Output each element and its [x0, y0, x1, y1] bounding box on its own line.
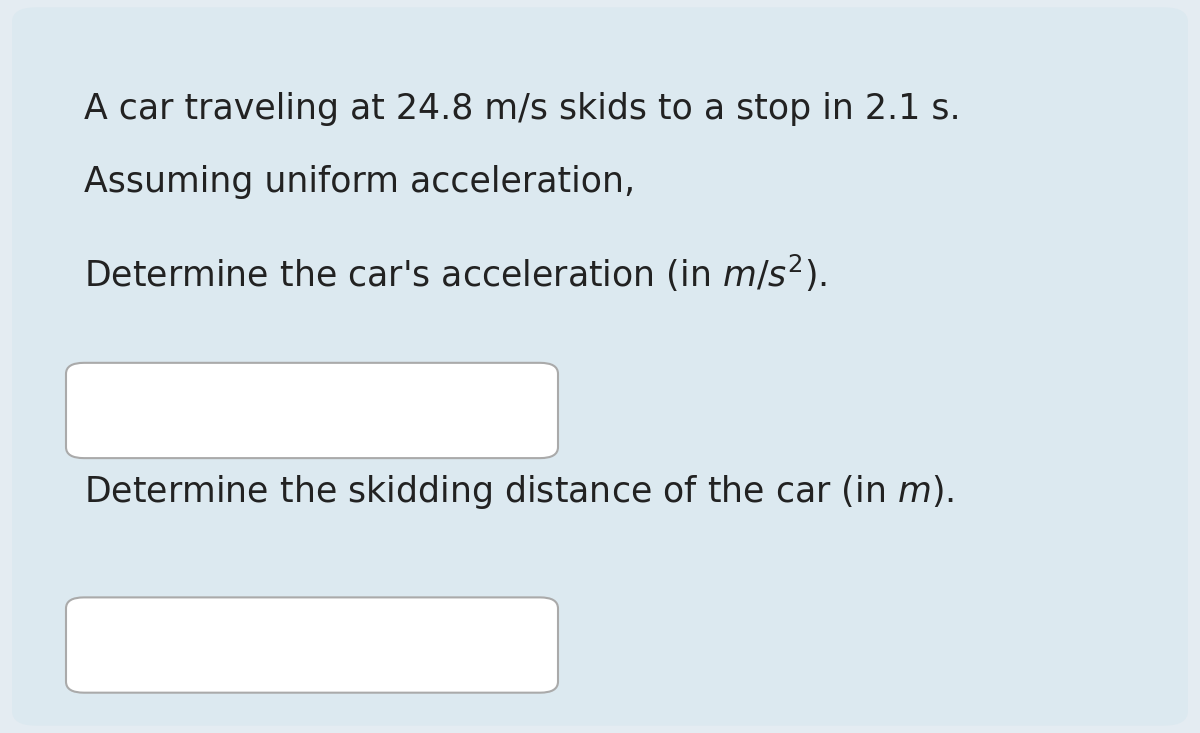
- Text: A car traveling at 24.8 m/s skids to a stop in 2.1 s.: A car traveling at 24.8 m/s skids to a s…: [84, 92, 961, 125]
- Text: Determine the skidding distance of the car (in $\mathit{m}$).: Determine the skidding distance of the c…: [84, 473, 954, 511]
- Text: Assuming uniform acceleration,: Assuming uniform acceleration,: [84, 165, 635, 199]
- FancyBboxPatch shape: [66, 597, 558, 693]
- FancyBboxPatch shape: [66, 363, 558, 458]
- Text: Determine the car's acceleration (in $\mathit{m/s}^2$).: Determine the car's acceleration (in $\m…: [84, 253, 827, 294]
